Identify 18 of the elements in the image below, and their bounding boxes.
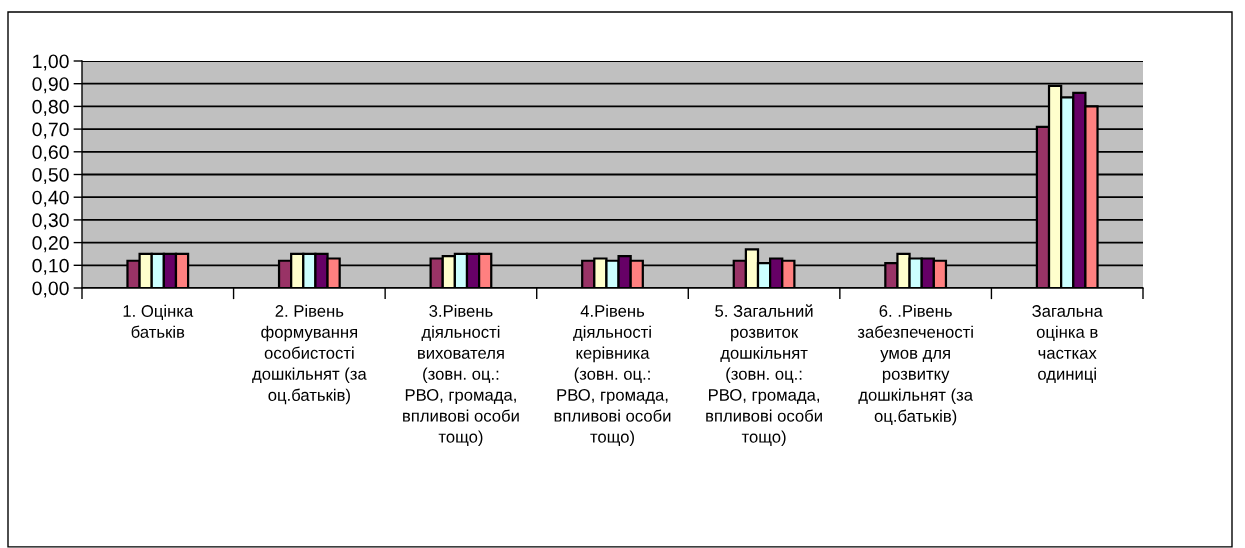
y-tick-label: 0,60 xyxy=(32,145,69,162)
y-tick-label: 0,80 xyxy=(32,99,69,116)
y-tick-label: 0,10 xyxy=(32,258,69,275)
x-tick-label: 6. .Рівень забезпеченості умов для розвитку дошкільнят (за оц.батьків) xyxy=(857,304,974,426)
y-tick-label: 1,00 xyxy=(33,54,69,71)
x-tick-label: Загальна оцінка в частках одиниці xyxy=(1032,305,1103,383)
y-tick-label: 0,20 xyxy=(32,236,69,253)
y-tick-label: 0,70 xyxy=(32,122,69,139)
x-tick-label: 1. Оцінка батьків xyxy=(123,304,194,338)
y-tick-label: 0,40 xyxy=(32,190,69,207)
x-tick-label: 5. Загальний розвиток дошкільнят (зовн. оц.: РВО, громада, впливові особи тощо) xyxy=(706,304,822,447)
y-tick-label: 0,00 xyxy=(32,281,69,298)
y-tick-label: 0,90 xyxy=(32,77,69,94)
y-tick-label: 0,50 xyxy=(32,167,69,185)
x-tick-label: 3.Рівень діяльності вихователя (зовн. оц.: РВО, громада, впливові особи тощо) xyxy=(403,304,519,447)
x-tick-label: 2. Рівень формування особистості дошкільнят (за оц.батьків) xyxy=(252,304,367,405)
y-tick-label: 0,30 xyxy=(32,213,69,230)
x-tick-label: 4.Рівень діяльності керівника (зовн. оц.: РВО, громада, впливові особи тощо) xyxy=(554,304,671,447)
